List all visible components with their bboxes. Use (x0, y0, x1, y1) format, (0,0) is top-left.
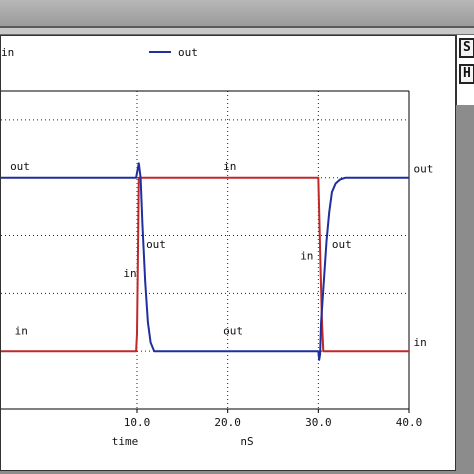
trace-label-6: out (223, 325, 243, 338)
series-line-in (1, 176, 409, 353)
side-button-h[interactable]: H (459, 64, 474, 84)
legend-label-in: in (1, 46, 14, 59)
trace-label-2: out (414, 163, 434, 176)
trace-label-9: in (414, 336, 427, 349)
trace-label-3: out (146, 238, 166, 251)
x-axis-unit: nS (240, 435, 253, 448)
x-axis-label: time (112, 435, 139, 448)
chart-panel: out in out out in in out in out in 10.0 20.0 30.0 40… (0, 35, 456, 471)
x-tick-label-1: 20.0 (214, 416, 241, 429)
window-title-bar (0, 0, 474, 28)
legend-label-out: out (178, 46, 198, 59)
plot-frame (1, 90, 410, 410)
x-tick-label-2: 30.0 (305, 416, 332, 429)
waveform-chart: out in out out in in out in out in 10.0 20.0 30.0 40… (1, 46, 433, 448)
trace-label-7: in (300, 249, 313, 262)
trace-label-1: in (223, 160, 236, 173)
series-traces (1, 162, 409, 361)
legend: in out (1, 46, 198, 59)
series-line-out (1, 162, 409, 361)
x-axis: 10.0 20.0 30.0 40.0 time nS (112, 409, 423, 448)
trace-label-0: out (10, 160, 30, 173)
side-panel: S H (456, 35, 474, 105)
x-tick-label-3: 40.0 (396, 416, 423, 429)
trace-annotations: out in out out in in out in out in (10, 160, 433, 349)
trace-label-8: out (332, 238, 352, 251)
menu-strip (0, 28, 474, 35)
side-button-s[interactable]: S (459, 38, 474, 58)
trace-label-4: in (123, 267, 136, 280)
x-tick-label-0: 10.0 (124, 416, 151, 429)
trace-label-5: in (15, 325, 28, 338)
